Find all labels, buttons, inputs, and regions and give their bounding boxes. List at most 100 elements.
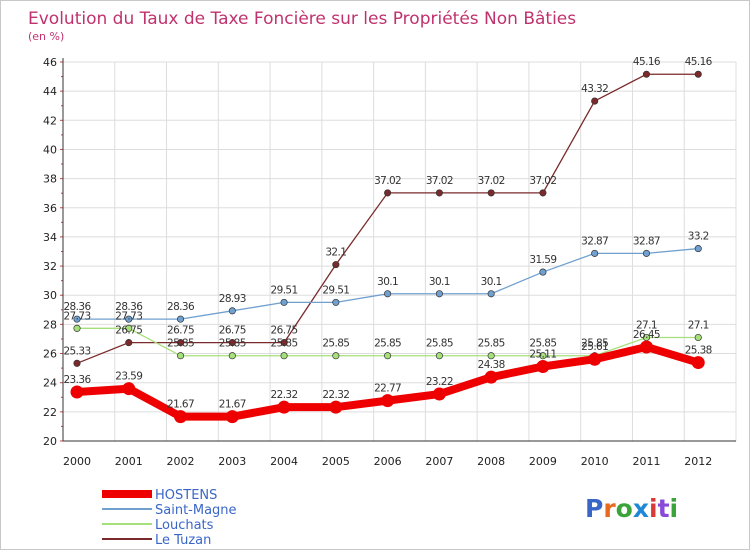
y-tick-label: 34 [43, 231, 57, 244]
y-tick-label: 42 [43, 114, 57, 127]
data-point-hostens [691, 356, 705, 370]
data-point-le-tuzan [73, 359, 81, 367]
data-point-saint-magne [228, 307, 236, 315]
data-point-saint-magne [384, 290, 392, 298]
x-tick-label: 2006 [374, 455, 402, 468]
data-point-le-tuzan [591, 97, 599, 105]
data-label-louchats: 25.85 [322, 338, 349, 350]
data-point-hostens [484, 370, 498, 384]
data-point-le-tuzan [176, 339, 185, 347]
data-point-louchats [176, 352, 185, 360]
data-label-saint-magne: 32.87 [581, 235, 608, 247]
data-label-hostens: 25.11 [529, 349, 556, 361]
data-point-hostens [329, 400, 343, 414]
logo-letter: x [633, 494, 649, 523]
data-label-le-tuzan: 43.32 [581, 83, 608, 95]
data-point-saint-magne [591, 249, 599, 257]
data-point-saint-magne [125, 315, 133, 323]
data-point-hostens [381, 394, 395, 408]
proxiti-logo: Proxiti [585, 494, 678, 523]
y-tick-label: 20 [43, 435, 57, 448]
data-point-hostens [225, 410, 239, 424]
data-point-saint-magne [642, 249, 651, 257]
data-label-louchats: 27.1 [688, 320, 709, 332]
legend-label-saint-magne: Saint-Magne [155, 503, 237, 518]
logo-letter: t [658, 494, 670, 523]
data-point-hostens [174, 410, 188, 424]
data-point-saint-magne [435, 290, 443, 298]
x-tick-label: 2001 [115, 455, 143, 468]
data-point-louchats [332, 352, 340, 360]
data-label-louchats: 25.85 [529, 338, 556, 350]
data-point-louchats [435, 352, 443, 360]
logo-letter: P [585, 494, 603, 523]
data-point-le-tuzan [539, 189, 547, 197]
data-label-louchats: 25.85 [426, 338, 453, 350]
data-point-saint-magne [332, 298, 340, 306]
data-label-saint-magne: 28.36 [115, 301, 143, 313]
data-point-saint-magne [280, 298, 288, 306]
data-point-saint-magne [694, 245, 702, 253]
data-label-louchats: 27.73 [63, 310, 90, 322]
data-label-hostens: 22.32 [271, 389, 298, 401]
data-label-hostens: 21.67 [219, 399, 246, 411]
data-point-le-tuzan [435, 189, 443, 197]
x-tick-label: 2000 [63, 455, 91, 468]
data-point-le-tuzan [228, 339, 236, 347]
x-tick-label: 2011 [632, 455, 660, 468]
data-label-le-tuzan: 26.75 [219, 325, 246, 337]
data-point-hostens [277, 400, 291, 414]
chart-title: Evolution du Taux de Taxe Foncière sur l… [28, 9, 576, 29]
data-label-saint-magne: 30.1 [481, 276, 502, 288]
data-label-hostens: 23.36 [63, 374, 91, 386]
data-point-le-tuzan [125, 339, 133, 347]
data-label-louchats: 27.73 [115, 310, 142, 322]
data-point-hostens [70, 385, 84, 399]
y-tick-label: 32 [43, 260, 57, 273]
data-point-louchats [280, 352, 288, 360]
data-label-saint-magne: 28.36 [63, 301, 91, 313]
logo-letter: i [670, 494, 679, 523]
data-label-saint-magne: 29.51 [322, 284, 349, 296]
data-label-hostens: 25.38 [685, 345, 712, 357]
data-label-hostens: 21.67 [167, 399, 194, 411]
data-point-hostens [432, 387, 446, 401]
data-label-le-tuzan: 25.33 [63, 345, 90, 357]
data-point-le-tuzan [487, 189, 495, 197]
data-point-le-tuzan [384, 189, 392, 197]
y-tick-label: 24 [43, 377, 57, 390]
data-point-le-tuzan [694, 70, 702, 78]
data-label-hostens: 22.77 [374, 383, 401, 395]
data-labels: 25.33 26.75 26.75 26.75 26.75 32.1 37.02 37.02 3… [63, 56, 713, 411]
data-label-louchats: 25.85 [374, 338, 401, 350]
data-point-louchats [125, 324, 133, 332]
data-label-louchats: 25.85 [219, 338, 246, 350]
data-point-louchats [487, 352, 495, 360]
logo-letter: o [616, 494, 633, 523]
data-label-saint-magne: 29.51 [271, 284, 298, 296]
y-tick-label: 28 [43, 318, 57, 331]
data-label-le-tuzan: 37.02 [529, 175, 556, 187]
data-label-saint-magne: 28.93 [219, 293, 246, 305]
data-label-saint-magne: 28.36 [167, 301, 195, 313]
data-point-le-tuzan [332, 261, 340, 269]
data-label-hostens: 22.32 [322, 389, 349, 401]
series-points [70, 70, 705, 424]
data-label-le-tuzan: 26.75 [271, 325, 298, 337]
data-label-louchats: 25.85 [581, 338, 608, 350]
data-point-le-tuzan [642, 70, 651, 78]
y-tick-label: 26 [43, 348, 57, 361]
legend-label-le-tuzan: Le Tuzan [155, 533, 211, 548]
data-label-louchats: 27.1 [636, 320, 657, 332]
data-label-saint-magne: 30.1 [377, 276, 398, 288]
x-tick-label: 2008 [477, 455, 505, 468]
data-point-louchats [73, 324, 81, 332]
data-point-louchats [539, 352, 547, 360]
x-tick-label: 2004 [270, 455, 298, 468]
data-label-le-tuzan: 26.75 [167, 325, 194, 337]
x-tick-label: 2012 [684, 455, 712, 468]
y-tick-label: 38 [43, 173, 57, 186]
data-label-louchats: 25.85 [167, 338, 194, 350]
